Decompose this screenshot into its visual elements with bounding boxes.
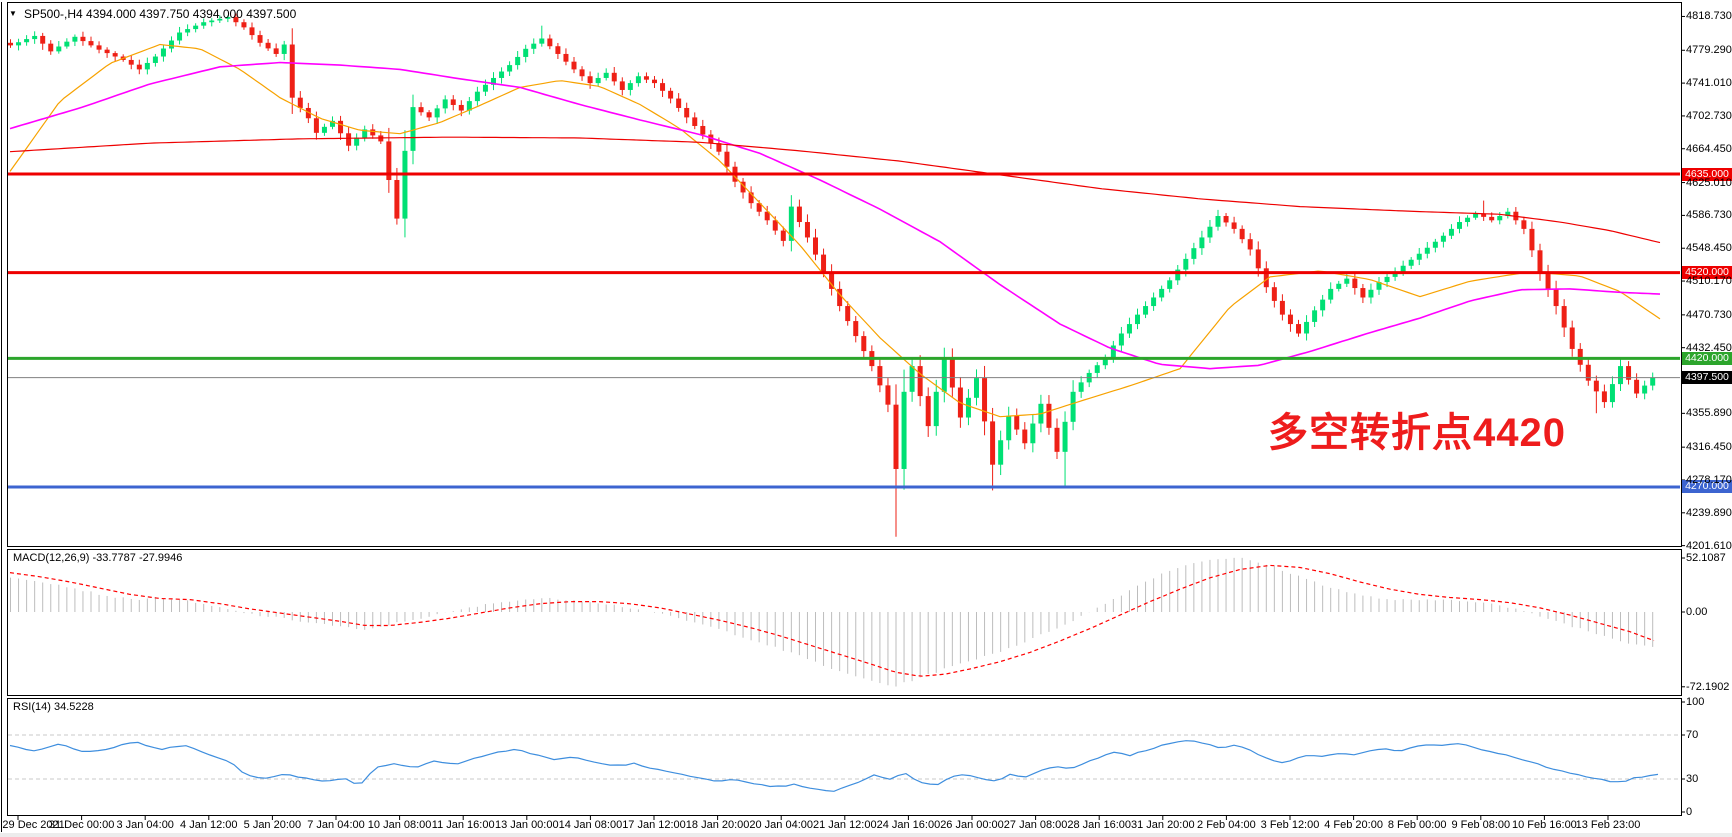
time-axis-label: 10 Jan 08:00	[367, 819, 432, 831]
text-annotation[interactable]: 多空转折点4420	[1268, 411, 1566, 455]
rsi-line	[9, 740, 1659, 792]
current-price-box: 4397.500	[1682, 371, 1732, 385]
time-axis-label: 9 Feb 08:00	[1451, 819, 1511, 831]
hline-price-box: 4635.000	[1682, 167, 1732, 181]
price-axis-label: 4201.610	[1686, 539, 1732, 552]
macd-signal-line	[9, 564, 1655, 677]
rsi-axis-label: 70	[1686, 729, 1699, 741]
ma-mid-magenta	[9, 61, 1661, 370]
price-axis-label: 4818.730	[1686, 10, 1732, 23]
macd-indicator-label: MACD(12,26,9) -33.7787 -27.9946	[13, 552, 183, 564]
time-axis-label: 11 Jan 16:00	[431, 819, 495, 831]
candles-layer	[8, 13, 1656, 537]
price-axis-label: 4470.730	[1686, 308, 1732, 321]
time-axis-label: 29 Dec 2021	[2, 819, 65, 831]
time-axis-label: 18 Jan 20:00	[685, 819, 750, 831]
time-axis-label: 3 Jan 04:00	[116, 819, 174, 831]
price-axis-label: 4316.450	[1686, 441, 1732, 454]
ma-fast-orange	[9, 43, 1661, 418]
time-axis-label: 13 Jan 00:00	[494, 819, 559, 831]
chart-title-ohlc: SP500-,H4 4394.000 4397.750 4394.000 439…	[24, 7, 297, 21]
rsi-indicator-label: RSI(14) 34.5228	[13, 701, 94, 713]
time-axis-label: 26 Jan 00:00	[940, 819, 1004, 831]
rsi-axis-label: 0	[1686, 806, 1693, 818]
price-axis-label: 4239.890	[1686, 506, 1732, 519]
time-axis-label: 4 Feb 20:00	[1324, 819, 1383, 831]
window-left-border	[1, 2, 2, 832]
time-axis-label: 4 Jan 12:00	[180, 819, 238, 831]
price-axis-label: 4741.010	[1686, 77, 1732, 90]
price-axis-label: 4625.010	[1686, 176, 1732, 189]
macd-axis-label: -72.1902	[1686, 680, 1730, 693]
hline-price-box: 4520.000	[1682, 266, 1732, 280]
macd-axis-label: 52.1087	[1686, 552, 1726, 564]
time-axis-label: 13 Feb 23:00	[1575, 819, 1641, 831]
time-axis-label: 28 Jan 16:00	[1067, 819, 1131, 831]
price-axis-label: 4355.890	[1686, 407, 1732, 420]
time-axis-label: 31 Jan 20:00	[1130, 819, 1195, 831]
price-plot-area	[8, 13, 1680, 537]
time-axis-label: 21 Jan 12:00	[812, 819, 877, 831]
rsi-axis-label: 30	[1686, 773, 1699, 785]
window-bottom-strip	[0, 833, 1732, 837]
time-axis-label: 8 Feb 00:00	[1387, 819, 1447, 831]
price-axis-label: 4702.730	[1686, 109, 1732, 122]
macd-axis-label: 0.00	[1686, 606, 1708, 618]
macd-plot-area	[9, 557, 1655, 687]
rsi-axis-label: 100	[1686, 696, 1705, 708]
time-axis-label: 27 Jan 08:00	[1003, 819, 1068, 831]
time-axis-label: 2 Feb 04:00	[1197, 819, 1256, 831]
rsi-plot-area	[8, 734, 1680, 792]
time-axis-label: 5 Jan 20:00	[243, 819, 302, 831]
hline-price-box: 4270.000	[1682, 480, 1732, 494]
price-axis-label: 4278.170	[1686, 473, 1732, 486]
rsi-panel[interactable]	[7, 698, 1682, 816]
chart-dropdown-icon[interactable]: ▼	[9, 9, 17, 18]
macd-panel[interactable]	[7, 549, 1682, 696]
time-axis-label: 24 Jan 16:00	[876, 819, 941, 831]
price-axis-label: 4432.450	[1686, 341, 1732, 354]
time-axis-label: 10 Feb 16:00	[1511, 819, 1577, 831]
time-axis-label: 20 Jan 04:00	[749, 819, 813, 831]
price-axis-label: 4510.170	[1686, 275, 1732, 288]
price-axis-label: 4664.450	[1686, 142, 1732, 155]
hline-price-box: 4420.000	[1682, 351, 1732, 365]
price-axis-label: 4548.450	[1686, 242, 1732, 255]
time-axis-label: 17 Jan 12:00	[622, 819, 686, 831]
time-axis-label: 14 Jan 08:00	[558, 819, 623, 831]
time-axis-label: 31 Dec 00:00	[48, 819, 115, 831]
price-axis-label: 4586.730	[1686, 209, 1732, 222]
time-axis-label: 7 Jan 04:00	[307, 819, 365, 831]
time-axis-label: 3 Feb 12:00	[1260, 819, 1320, 831]
price-axis-label: 4779.290	[1686, 44, 1732, 57]
ma-slow-red	[9, 136, 1661, 244]
